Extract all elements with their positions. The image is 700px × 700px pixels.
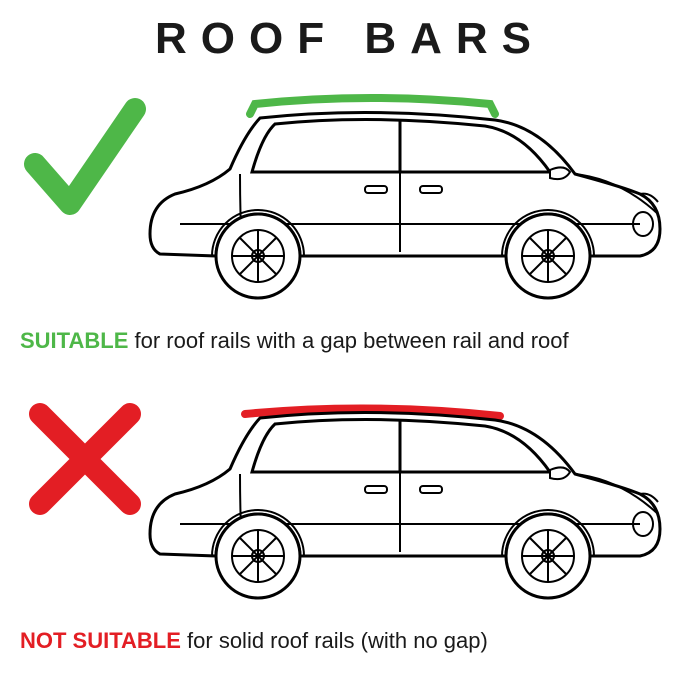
car-suitable: [120, 74, 680, 334]
caption-not-suitable: NOT SUITABLE for solid roof rails (with …: [20, 628, 488, 654]
panel-not-suitable: NOT SUITABLE for solid roof rails (with …: [0, 364, 700, 664]
panel-suitable: SUITABLE for roof rails with a gap betwe…: [0, 64, 700, 364]
car-not-suitable: [120, 374, 680, 634]
caption-suitable: SUITABLE for roof rails with a gap betwe…: [20, 328, 569, 354]
caption-lead: NOT SUITABLE: [20, 628, 181, 653]
caption-rest: for solid roof rails (with no gap): [181, 628, 488, 653]
page-title: ROOF BARS: [0, 0, 700, 64]
caption-lead: SUITABLE: [20, 328, 128, 353]
caption-rest: for roof rails with a gap between rail a…: [128, 328, 568, 353]
